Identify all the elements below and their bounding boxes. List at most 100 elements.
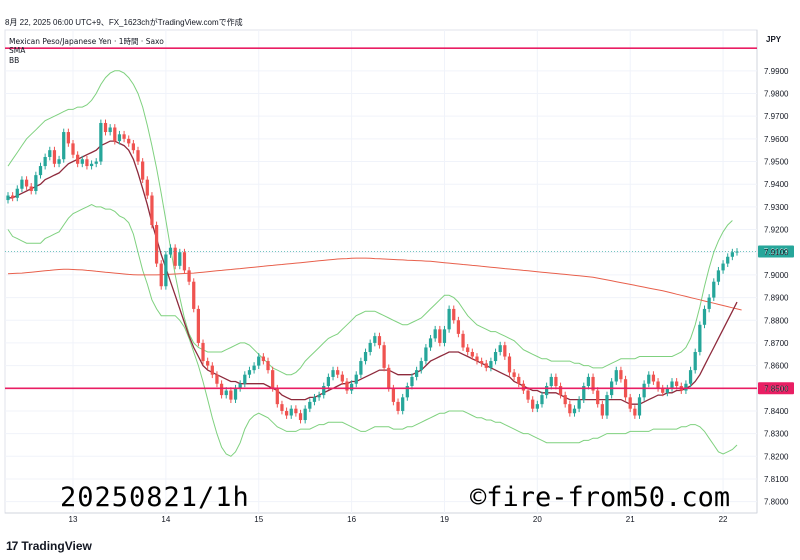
candle-body[interactable] bbox=[521, 383, 526, 391]
candle-body[interactable] bbox=[665, 388, 669, 393]
candle-body[interactable] bbox=[693, 352, 697, 371]
candle-body[interactable] bbox=[544, 386, 549, 396]
candle-body[interactable] bbox=[456, 320, 461, 334]
candle-body[interactable] bbox=[48, 150, 52, 157]
candle-body[interactable] bbox=[675, 381, 679, 387]
candle-body[interactable] bbox=[591, 376, 595, 391]
candle-body[interactable] bbox=[308, 401, 312, 409]
candle-body[interactable] bbox=[373, 336, 377, 343]
candle-body[interactable] bbox=[735, 251, 739, 253]
candle-body[interactable] bbox=[605, 395, 609, 416]
candle-body[interactable] bbox=[582, 386, 586, 400]
candle-body[interactable] bbox=[206, 361, 210, 366]
candle-body[interactable] bbox=[512, 372, 516, 377]
candle-body[interactable] bbox=[628, 397, 632, 409]
candle-body[interactable] bbox=[726, 256, 730, 264]
candle-body[interactable] bbox=[34, 175, 38, 191]
candle-body[interactable] bbox=[154, 225, 159, 264]
candle-body[interactable] bbox=[57, 159, 61, 164]
candle-body[interactable] bbox=[470, 352, 474, 357]
candle-body[interactable] bbox=[233, 388, 238, 400]
candle-body[interactable] bbox=[168, 247, 173, 255]
candle-body[interactable] bbox=[271, 370, 275, 389]
candle-body[interactable] bbox=[498, 345, 502, 352]
candle-body[interactable] bbox=[716, 270, 721, 282]
candle-body[interactable] bbox=[438, 329, 442, 343]
candle-body[interactable] bbox=[331, 370, 335, 377]
candle-body[interactable] bbox=[647, 374, 651, 384]
candle-body[interactable] bbox=[433, 329, 437, 339]
candle-body[interactable] bbox=[698, 324, 702, 352]
candle-body[interactable] bbox=[303, 408, 307, 421]
candle-body[interactable] bbox=[447, 308, 451, 330]
candle-body[interactable] bbox=[76, 154, 80, 164]
candle-body[interactable] bbox=[405, 386, 409, 398]
candle-body[interactable] bbox=[461, 333, 465, 348]
candle-body[interactable] bbox=[442, 329, 447, 343]
candle-body[interactable] bbox=[730, 252, 734, 257]
legend-bb[interactable]: BB bbox=[9, 56, 20, 65]
candle-body[interactable] bbox=[475, 356, 479, 362]
candle-body[interactable] bbox=[452, 308, 456, 321]
candle-body[interactable] bbox=[298, 413, 303, 421]
candle-body[interactable] bbox=[596, 390, 600, 405]
candle-body[interactable] bbox=[424, 347, 428, 362]
candle-body[interactable] bbox=[354, 374, 358, 384]
candle-body[interactable] bbox=[43, 156, 47, 167]
candle-body[interactable] bbox=[29, 186, 33, 191]
candle-body[interactable] bbox=[117, 134, 122, 142]
candle-body[interactable] bbox=[600, 404, 604, 416]
candle-body[interactable] bbox=[707, 297, 711, 309]
candle-body[interactable] bbox=[702, 308, 707, 325]
candle-body[interactable] bbox=[11, 195, 15, 198]
candle-body[interactable] bbox=[670, 381, 674, 389]
candle-body[interactable] bbox=[122, 134, 126, 139]
candle-body[interactable] bbox=[572, 408, 577, 414]
candle-body[interactable] bbox=[414, 370, 419, 377]
candle-body[interactable] bbox=[363, 352, 368, 362]
legend-sma[interactable]: SMA bbox=[9, 46, 26, 55]
candle-body[interactable] bbox=[549, 376, 553, 387]
candle-body[interactable] bbox=[466, 347, 470, 352]
candle-body[interactable] bbox=[94, 161, 98, 164]
candle-body[interactable] bbox=[396, 401, 400, 411]
candle-body[interactable] bbox=[219, 383, 224, 396]
candle-body[interactable] bbox=[192, 281, 196, 309]
candle-body[interactable] bbox=[577, 399, 581, 409]
candle-body[interactable] bbox=[586, 376, 591, 387]
candle-body[interactable] bbox=[554, 376, 558, 387]
candle-body[interactable] bbox=[284, 410, 289, 416]
candle-body[interactable] bbox=[517, 376, 521, 384]
candle-body[interactable] bbox=[721, 263, 725, 271]
candle-body[interactable] bbox=[89, 163, 94, 167]
candle-body[interactable] bbox=[712, 281, 716, 298]
candle-body[interactable] bbox=[136, 150, 140, 162]
candle-body[interactable] bbox=[503, 345, 507, 357]
candle-body[interactable] bbox=[651, 374, 656, 382]
candle-body[interactable] bbox=[215, 374, 219, 384]
legend-symbol[interactable]: Mexican Peso/Japanese Yen · 1時間 · Saxo bbox=[9, 37, 164, 46]
candle-body[interactable] bbox=[131, 143, 135, 151]
candle-body[interactable] bbox=[99, 122, 103, 162]
candle-body[interactable] bbox=[540, 395, 544, 405]
candle-body[interactable] bbox=[210, 365, 214, 375]
candle-body[interactable] bbox=[280, 404, 284, 411]
candle-body[interactable] bbox=[275, 388, 279, 405]
candle-body[interactable] bbox=[108, 127, 112, 133]
candle-body[interactable] bbox=[20, 179, 24, 189]
candle-body[interactable] bbox=[526, 390, 530, 400]
candle-body[interactable] bbox=[103, 122, 108, 133]
candle-body[interactable] bbox=[201, 342, 205, 362]
candle-body[interactable] bbox=[145, 179, 149, 196]
candle-body[interactable] bbox=[661, 388, 665, 393]
candle-body[interactable] bbox=[173, 247, 177, 266]
candle-body[interactable] bbox=[238, 383, 242, 389]
candle-body[interactable] bbox=[684, 383, 688, 391]
candle-body[interactable] bbox=[637, 397, 642, 416]
candle-body[interactable] bbox=[340, 374, 344, 382]
candle-body[interactable] bbox=[391, 388, 396, 402]
candle-body[interactable] bbox=[229, 390, 233, 400]
candle-body[interactable] bbox=[410, 376, 414, 387]
candle-body[interactable] bbox=[80, 159, 84, 164]
candle-body[interactable] bbox=[85, 159, 89, 167]
